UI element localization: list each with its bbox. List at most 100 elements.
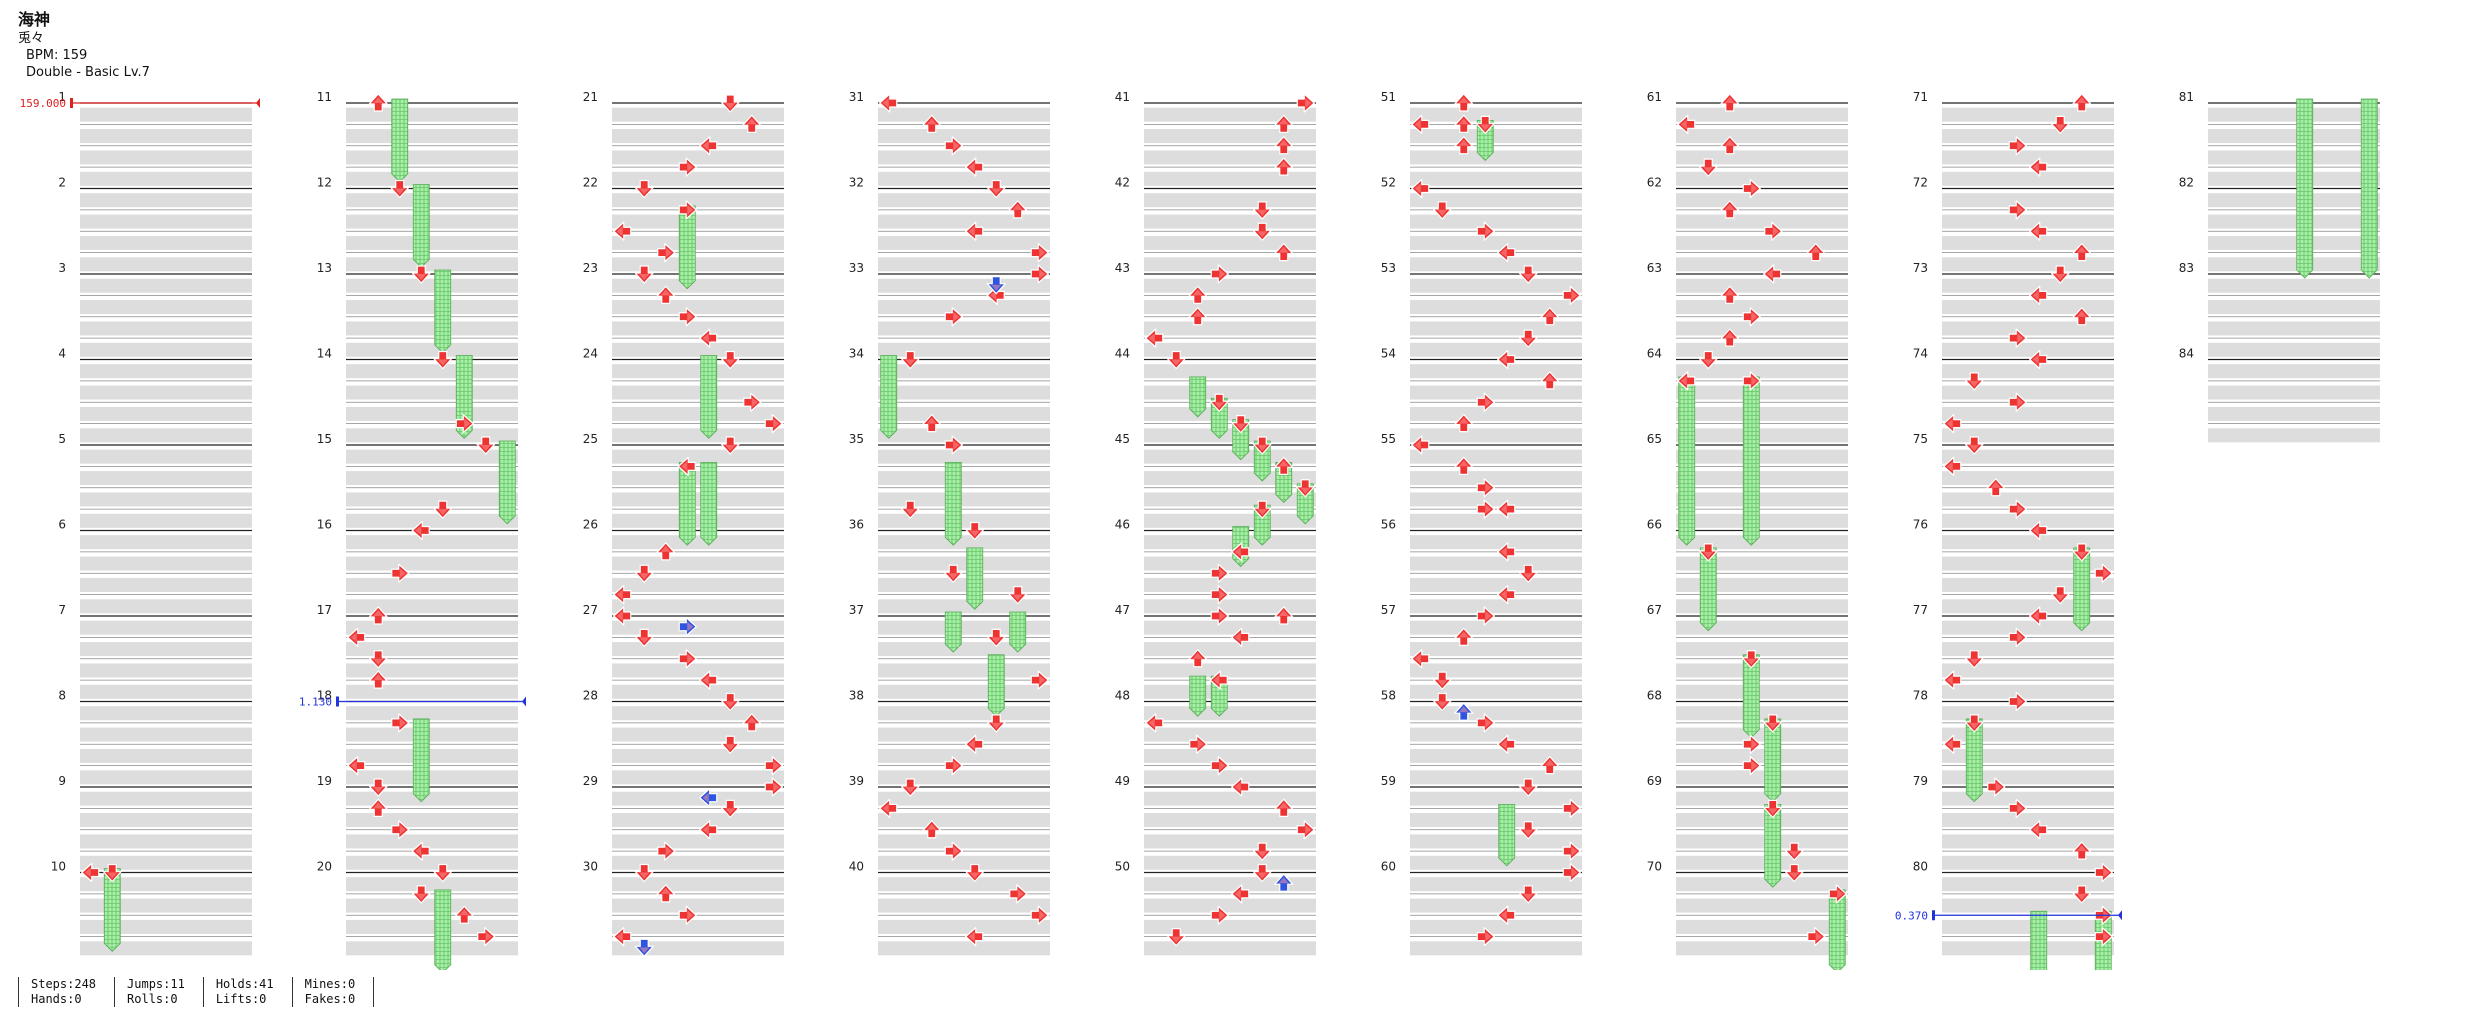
beat-stripe xyxy=(612,577,784,592)
timing-marker: 1.130 xyxy=(299,696,526,709)
beat-stripe xyxy=(878,321,1050,336)
measure-number: 68 xyxy=(1647,689,1662,703)
beat-stripe xyxy=(80,171,252,186)
beat-stripe xyxy=(346,385,518,400)
beat-stripe xyxy=(1144,257,1316,272)
beat-stripe xyxy=(346,620,518,635)
right-arrow-icon xyxy=(1210,756,1229,776)
hold-note xyxy=(1498,803,1516,867)
beat-stripe xyxy=(1410,855,1582,870)
beat-stripe xyxy=(612,941,784,956)
right-arrow-icon xyxy=(678,905,697,925)
measure-57: 57 xyxy=(1381,603,1582,699)
stats-group-steps: Steps:248 Hands:0 xyxy=(18,977,114,1007)
beat-stripe xyxy=(1942,535,2114,550)
measure-number: 62 xyxy=(1647,176,1662,190)
beat-stripe xyxy=(1410,406,1582,421)
up-arrow-icon xyxy=(922,114,942,133)
up-arrow-icon xyxy=(1274,136,1294,155)
beat-stripe xyxy=(1676,492,1848,507)
measure-28: 28 xyxy=(583,689,784,785)
hold-note xyxy=(2296,98,2314,279)
beat-stripe xyxy=(1144,471,1316,486)
beat-stripe xyxy=(1942,492,2114,507)
beat-stripe xyxy=(1676,813,1848,828)
right-arrow-icon xyxy=(678,617,697,637)
beat-stripe xyxy=(346,577,518,592)
down-arrow-icon xyxy=(1166,928,1186,947)
measure-number: 47 xyxy=(1115,603,1130,617)
left-arrow-icon xyxy=(965,927,984,947)
measure-number: 73 xyxy=(1913,261,1928,275)
down-arrow-icon xyxy=(411,265,431,284)
beat-stripe xyxy=(612,214,784,229)
beat-stripe xyxy=(1676,770,1848,785)
left-arrow-icon xyxy=(1209,670,1228,690)
beat-stripe xyxy=(1144,791,1316,806)
left-arrow-icon xyxy=(699,788,718,808)
beat-stripe xyxy=(612,599,784,614)
beat-stripe xyxy=(612,342,784,357)
down-arrow-icon xyxy=(2072,543,2092,562)
hold-note xyxy=(700,461,718,546)
up-arrow-icon xyxy=(2072,307,2092,326)
down-arrow-icon xyxy=(943,564,963,583)
down-arrow-icon xyxy=(433,350,453,370)
hold-note xyxy=(1699,547,1717,632)
beat-stripe xyxy=(1144,235,1316,250)
measure-21: 21 xyxy=(583,90,784,186)
up-arrow-icon xyxy=(1274,798,1294,817)
measure-18: 18 xyxy=(317,689,518,785)
beat-stripe xyxy=(1942,791,2114,806)
beat-stripe xyxy=(1410,321,1582,336)
beat-stripe xyxy=(1942,770,2114,785)
down-arrow-icon xyxy=(411,885,431,904)
up-arrow-icon xyxy=(1274,157,1294,176)
measure-number: 65 xyxy=(1647,432,1662,446)
measure-number: 30 xyxy=(583,860,598,874)
up-arrow-icon xyxy=(656,542,676,561)
measure-61: 61 xyxy=(1647,90,1848,186)
hold-note xyxy=(103,868,121,952)
beat-stripe xyxy=(80,706,252,721)
measure-number: 28 xyxy=(583,689,598,703)
left-arrow-icon xyxy=(699,136,718,156)
up-arrow-icon xyxy=(1720,200,1740,219)
song-artist: 兎々 xyxy=(18,31,45,46)
hold-note xyxy=(2073,547,2091,632)
stat-lifts: Lifts:0 xyxy=(215,992,267,1006)
beat-stripe xyxy=(346,813,518,828)
up-arrow-icon xyxy=(1274,606,1294,625)
beat-stripe xyxy=(878,449,1050,464)
beat-stripe xyxy=(1144,171,1316,186)
beat-stripe xyxy=(1942,342,2114,357)
beat-stripe xyxy=(1676,513,1848,528)
down-arrow-icon xyxy=(634,628,654,647)
measure-number: 63 xyxy=(1647,261,1662,275)
right-arrow-icon xyxy=(391,563,410,583)
beat-stripe xyxy=(612,727,784,742)
measure-number: 83 xyxy=(2179,261,2194,275)
measure-13: 13 xyxy=(317,261,518,357)
beat-stripe xyxy=(612,877,784,892)
beat-stripe xyxy=(612,535,784,550)
beat-stripe xyxy=(878,129,1050,144)
up-arrow-icon xyxy=(1188,307,1208,326)
measure-80: 80 xyxy=(1913,860,2114,956)
down-arrow-icon xyxy=(1518,778,1538,797)
measure-number: 72 xyxy=(1913,176,1928,190)
beat-stripe xyxy=(878,684,1050,699)
measure-number: 79 xyxy=(1913,774,1928,788)
beat-stripe xyxy=(1942,235,2114,250)
left-arrow-icon xyxy=(2029,157,2048,177)
up-arrow-icon xyxy=(368,93,388,112)
right-arrow-icon xyxy=(764,756,783,776)
beat-stripe xyxy=(80,214,252,229)
right-arrow-icon xyxy=(1210,563,1229,583)
beat-stripe xyxy=(1410,791,1582,806)
beat-stripe xyxy=(80,791,252,806)
measure-5: 5 xyxy=(58,432,252,528)
down-arrow-icon xyxy=(1252,863,1272,883)
beat-stripe xyxy=(1410,877,1582,892)
up-arrow-icon xyxy=(1454,627,1474,646)
